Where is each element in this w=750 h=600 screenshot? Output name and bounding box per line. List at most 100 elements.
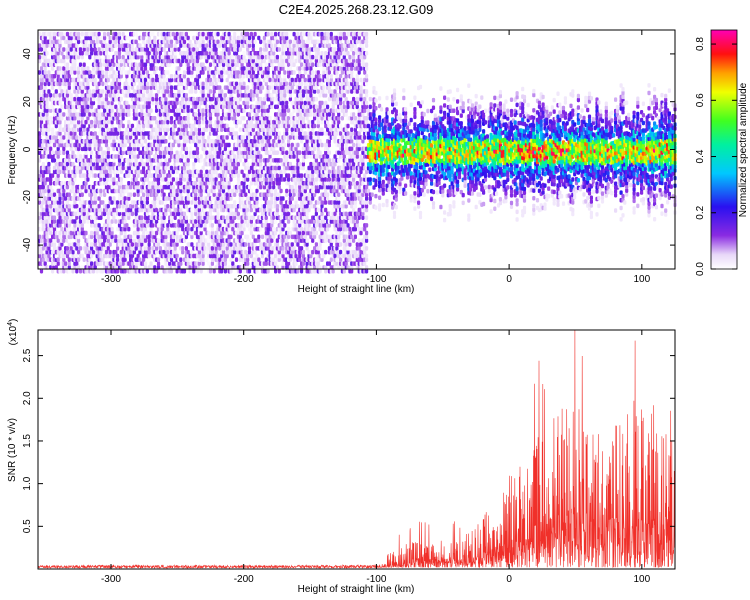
heatmap-cell — [54, 93, 58, 98]
heatmap-cell — [130, 242, 135, 247]
heatmap-cell — [82, 219, 86, 224]
heatmap-cell — [205, 257, 209, 262]
heatmap-cell — [181, 200, 185, 205]
heatmap-cell — [67, 165, 71, 171]
heatmap-cell — [80, 226, 84, 232]
heatmap-cell — [97, 81, 101, 87]
heatmap-cell — [47, 165, 51, 171]
heatmap-cell — [39, 269, 44, 274]
heatmap-cell — [274, 31, 278, 37]
heatmap-cell — [104, 70, 109, 75]
heatmap-cell — [112, 70, 116, 75]
heatmap-cell — [75, 204, 79, 209]
heatmap-cell — [197, 74, 201, 79]
heatmap-cell — [186, 261, 190, 266]
heatmap-cell — [132, 165, 136, 171]
heatmap-cell — [151, 96, 155, 102]
heatmap-cell — [190, 89, 194, 94]
heatmap-cell — [116, 246, 120, 251]
heatmap-cell — [225, 70, 229, 75]
heatmap-cell — [262, 223, 266, 228]
heatmap-cell — [142, 70, 146, 75]
heatmap-cell — [117, 31, 122, 37]
heatmap-cell — [121, 54, 125, 60]
heatmap-cell — [80, 253, 84, 259]
heatmap-cell — [41, 223, 45, 228]
heatmap-cell — [195, 70, 200, 75]
heatmap-cell — [181, 89, 185, 94]
heatmap-cell — [80, 93, 84, 98]
heatmap-cell — [67, 261, 71, 266]
heatmap-cell — [56, 74, 60, 79]
heatmap-cell — [80, 89, 84, 94]
heatmap-cell — [242, 51, 246, 56]
heatmap-cell — [103, 108, 107, 113]
heatmap-cell — [201, 108, 205, 113]
heatmap-cell — [255, 74, 259, 79]
heatmap-cell — [231, 226, 235, 232]
heatmap-cell — [184, 51, 188, 56]
heatmap-cell — [197, 104, 201, 110]
heatmap-cell — [166, 154, 170, 159]
heatmap-cell — [136, 253, 140, 259]
heatmap-cell — [127, 104, 131, 110]
heatmap-cell — [184, 246, 188, 251]
heatmap-cell — [227, 184, 231, 190]
heatmap-cell — [84, 249, 88, 255]
heatmap-cell — [242, 184, 246, 190]
heatmap-cell — [234, 165, 239, 171]
heatmap-cell — [129, 135, 133, 140]
heatmap-cell — [238, 96, 242, 102]
heatmap-cell — [266, 158, 270, 163]
heatmap-cell — [49, 93, 53, 98]
heatmap-cell — [155, 93, 159, 98]
heatmap-cell — [43, 85, 47, 90]
heatmap-cell — [112, 77, 116, 83]
heatmap-cell — [56, 158, 60, 163]
heatmap-cell — [173, 165, 177, 171]
heatmap-cell — [116, 253, 120, 259]
heatmap-cell — [101, 89, 105, 94]
heatmap-cell — [47, 169, 51, 175]
heatmap-cell — [236, 54, 240, 60]
heatmap-cell — [249, 181, 253, 186]
heatmap-cell — [64, 261, 68, 266]
heatmap-cell — [82, 131, 86, 136]
heatmap-cell — [160, 54, 164, 60]
heatmap-cell — [88, 112, 92, 117]
heatmap-cell — [268, 135, 272, 140]
heatmap-cell — [127, 215, 131, 220]
heatmap-cell — [192, 165, 196, 171]
heatmap-cell — [266, 165, 270, 171]
heatmap-cell — [194, 188, 198, 194]
heatmap-cell — [236, 85, 240, 90]
heatmap-cell — [195, 269, 200, 274]
heatmap-cell — [192, 47, 196, 52]
heatmap-cell — [41, 226, 45, 232]
heatmap-cell — [155, 119, 159, 125]
heatmap-cell — [127, 35, 131, 41]
heatmap-cell — [184, 135, 188, 140]
heatmap-cell — [58, 234, 62, 240]
heatmap-cell — [266, 108, 270, 113]
heatmap-cell — [45, 234, 49, 240]
heatmap-cell — [51, 85, 55, 90]
heatmap-cell — [121, 261, 125, 266]
heatmap-cell — [65, 150, 70, 155]
heatmap-cell — [242, 81, 246, 87]
heatmap-cell — [190, 54, 194, 60]
heatmap-cell — [233, 104, 237, 110]
heatmap-cell — [132, 104, 136, 110]
heatmap-cell — [58, 192, 62, 197]
heatmap-cell — [192, 96, 196, 102]
heatmap-cell — [210, 230, 214, 236]
heatmap-cell — [86, 51, 90, 56]
heatmap-cell — [91, 39, 96, 45]
heatmap-cell — [156, 165, 161, 171]
heatmap-cell — [60, 249, 64, 255]
heatmap-cell — [125, 100, 129, 106]
heatmap-cell — [103, 223, 107, 228]
heatmap-cell — [149, 74, 153, 79]
heatmap-cell — [169, 150, 174, 155]
heatmap-cell — [205, 150, 209, 155]
